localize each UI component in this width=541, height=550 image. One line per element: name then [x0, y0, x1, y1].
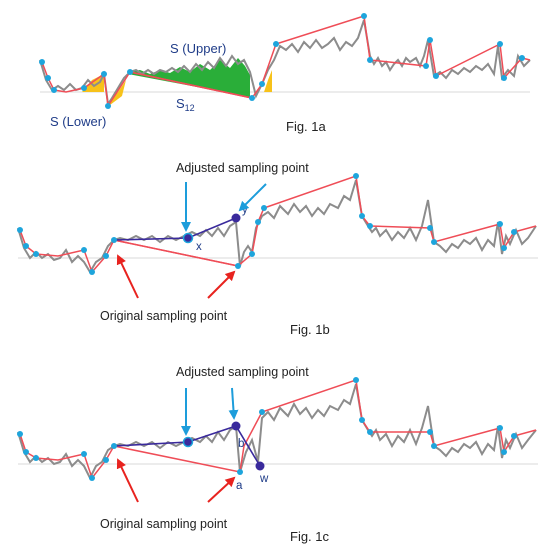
caption-fig-1b: Fig. 1b [290, 322, 330, 337]
sample-point [427, 225, 433, 231]
sample-point [501, 75, 507, 81]
sample-point [501, 449, 507, 455]
sample-point [105, 103, 111, 109]
panel-c: b a w Adjusted sampling point Original s… [17, 365, 538, 544]
sample-point [367, 223, 373, 229]
caption-fig-1c: Fig. 1c [290, 529, 330, 544]
sample-point [23, 243, 29, 249]
sample-point [17, 431, 23, 437]
sample-point [33, 251, 39, 257]
sample-point [511, 229, 517, 235]
label-s12: S12 [176, 96, 195, 113]
panel-b: x y Adjusted sampling point Original sam… [17, 161, 538, 337]
sample-point [101, 71, 107, 77]
sample-point [45, 75, 51, 81]
sample-point [81, 85, 87, 91]
adjusted-annotation-c: Adjusted sampling point [176, 365, 309, 379]
adjusted-point-1 [182, 436, 194, 448]
sample-point [427, 429, 433, 435]
sample-point [427, 37, 433, 43]
sample-point [249, 95, 255, 101]
sample-point [103, 457, 109, 463]
red-arrow-right-b [207, 270, 236, 299]
lower-area-fill-3 [264, 70, 272, 92]
panel-c-segments [19, 379, 537, 480]
label-s-lower: S (Lower) [50, 114, 106, 129]
sample-point [81, 247, 87, 253]
sample-point [17, 227, 23, 233]
red-arrow-left-c [116, 458, 139, 503]
adjusted-point-w [255, 461, 265, 471]
sample-point [359, 417, 365, 423]
panel-a: S (Upper) S (Lower) S12 Fig. 1a [39, 13, 531, 134]
panel-c-adjusted-path [113, 425, 261, 467]
sample-point [259, 81, 265, 87]
sample-point [519, 55, 525, 61]
sample-point [81, 451, 87, 457]
point-w-label: w [259, 473, 269, 485]
sample-point [431, 239, 437, 245]
caption-fig-1a: Fig. 1a [286, 119, 327, 134]
sample-point [237, 469, 243, 475]
sample-point [497, 221, 503, 227]
adjusted-point-y [231, 213, 241, 223]
sample-point [367, 57, 373, 63]
adjusted-annotation-b: Adjusted sampling point [176, 161, 309, 175]
sample-point [497, 41, 503, 47]
adjusted-point-b [231, 421, 241, 431]
red-arrow-right-c [207, 476, 236, 503]
sample-point [273, 41, 279, 47]
upper-area-fill [128, 58, 250, 97]
original-annotation-b: Original sampling point [100, 309, 228, 323]
panel-a-signal [39, 19, 531, 107]
sample-point [255, 219, 261, 225]
sample-point [511, 433, 517, 439]
sample-point [235, 263, 241, 269]
sample-point [249, 251, 255, 257]
sample-point [359, 213, 365, 219]
point-x-label: x [196, 241, 202, 253]
sample-point [89, 269, 95, 275]
panel-a-sample-points [39, 13, 525, 109]
sample-point [39, 59, 45, 65]
s12-segment [129, 71, 253, 99]
sample-point [259, 409, 265, 415]
panel-a-segments [41, 15, 531, 109]
original-segment [113, 239, 239, 267]
point-a-label: a [236, 480, 243, 492]
panel-c-sample-points [17, 377, 517, 481]
sample-point [431, 443, 437, 449]
sample-point [33, 455, 39, 461]
panel-b-sample-points [17, 173, 517, 275]
sample-point [353, 377, 359, 383]
sample-point [111, 443, 117, 449]
blue-arrow-diag-b [238, 183, 267, 212]
original-annotation-c: Original sampling point [100, 517, 228, 531]
sample-point [261, 205, 267, 211]
red-arrow-left-b [116, 254, 139, 299]
sample-point [127, 69, 133, 75]
sample-point [111, 237, 117, 243]
sample-point [353, 173, 359, 179]
sample-point [433, 73, 439, 79]
sample-point [361, 13, 367, 19]
point-b-label: b [238, 438, 244, 450]
label-s-upper: S (Upper) [170, 41, 226, 56]
sample-point [89, 475, 95, 481]
sample-point [423, 63, 429, 69]
sample-point [23, 449, 29, 455]
adjusted-point-x [182, 232, 194, 244]
sample-point [51, 87, 57, 93]
sample-point [367, 429, 373, 435]
sample-point [501, 245, 507, 251]
sample-point [497, 425, 503, 431]
blue-arrow-c [228, 387, 239, 420]
sample-point [103, 253, 109, 259]
